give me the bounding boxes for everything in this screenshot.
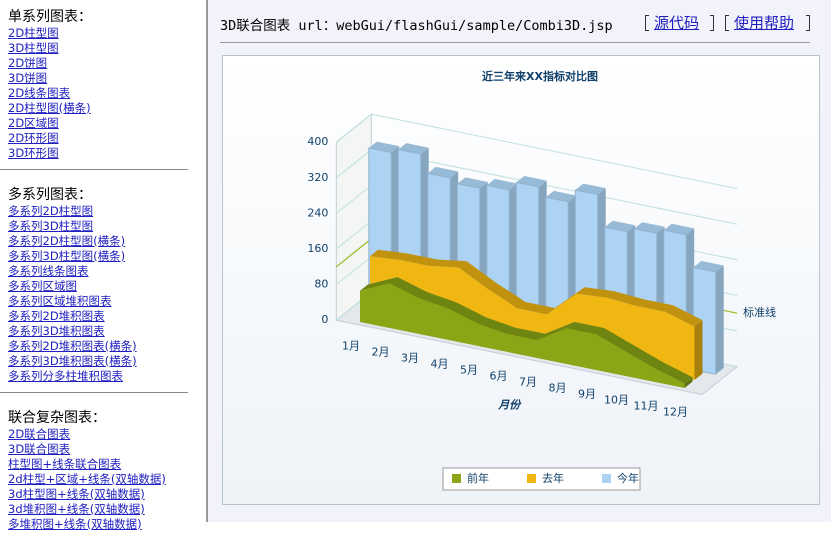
y-tick-label: 0 bbox=[321, 313, 328, 326]
x-tick-label: 1月 bbox=[342, 339, 360, 352]
nav-link[interactable]: 3D饼图 bbox=[8, 71, 48, 85]
section-title: 多系列图表： bbox=[8, 187, 92, 203]
sidebar: 单系列图表： 2D柱型图 3D柱型图 2D饼图 3D饼图 2D线条图表 2D柱型图(横条) 2… bbox=[0, 0, 208, 531]
nav-link[interactable]: 多堆积图+线条(双轴数据) bbox=[8, 517, 142, 531]
nav-section: 单系列图表： 2D柱型图 3D柱型图 2D饼图 3D饼图 2D线条图表 2D柱型图(横条) 2… bbox=[0, 0, 188, 170]
area-end bbox=[684, 377, 693, 388]
bar-top bbox=[663, 223, 695, 235]
bar-top bbox=[368, 141, 400, 153]
nav-link[interactable]: 2D柱型图(横条) bbox=[8, 101, 91, 115]
main: 3D联合图表 url：webGui/flashGui/sample/Combi3… bbox=[208, 0, 831, 522]
nav-link[interactable]: 多系列分多柱堆积图表 bbox=[8, 369, 123, 383]
x-tick-label: 6月 bbox=[490, 369, 508, 382]
nav-link[interactable]: 3d堆积图+线条(双轴数据) bbox=[8, 502, 145, 516]
nav-link[interactable]: 3D环形图 bbox=[8, 146, 59, 160]
nav-link[interactable]: 多系列3D柱型图 bbox=[8, 219, 94, 233]
legend-swatch bbox=[602, 474, 611, 483]
nav-link[interactable]: 多系列3D柱型图(横条) bbox=[8, 249, 126, 263]
reference-label: 标准线 bbox=[743, 305, 776, 319]
nav-link[interactable]: 多系列3D堆积图表(横条) bbox=[8, 354, 137, 368]
bar-top bbox=[545, 190, 577, 202]
x-axis-label: 月份 bbox=[497, 398, 522, 411]
y-tick-label: 160 bbox=[307, 242, 328, 255]
legend-label: 去年 bbox=[542, 471, 564, 485]
section-title: 单系列图表： bbox=[8, 9, 92, 25]
nav-link[interactable]: 多系列区域堆积图表 bbox=[8, 294, 112, 308]
bracket bbox=[710, 15, 714, 31]
nav-link[interactable]: 多系列线条图表 bbox=[8, 264, 89, 278]
nav-link[interactable]: 2D线条图表 bbox=[8, 86, 71, 100]
area-ridge bbox=[360, 277, 693, 384]
x-tick-label: 2月 bbox=[372, 345, 390, 358]
bar-side bbox=[715, 265, 724, 375]
legend-swatch bbox=[527, 474, 536, 483]
bracket bbox=[725, 15, 729, 31]
y-tick-label: 320 bbox=[307, 171, 328, 184]
legend-box bbox=[442, 467, 641, 491]
nav-link[interactable]: 2d柱型+区域+线条(双轴数据) bbox=[8, 472, 166, 486]
bar-top bbox=[634, 222, 665, 234]
nav-link[interactable]: 3D联合图表 bbox=[8, 442, 71, 456]
bar-top bbox=[486, 178, 518, 190]
nav-link[interactable]: 多系列区域图 bbox=[8, 279, 77, 293]
nav-link[interactable]: 多系列2D柱型图(横条) bbox=[8, 234, 126, 248]
bracket bbox=[806, 15, 810, 31]
nav-link[interactable]: 3D柱型图 bbox=[8, 41, 59, 55]
x-tick-label: 11月 bbox=[634, 399, 659, 412]
bar-side bbox=[538, 180, 547, 339]
bar-top bbox=[427, 166, 459, 178]
nav-link[interactable]: 2D区域图 bbox=[8, 116, 59, 130]
link[interactable]: 源代码 bbox=[654, 14, 700, 32]
nav-link[interactable]: 2D饼图 bbox=[8, 56, 48, 70]
nav-section: 多系列图表： 多系列2D柱型图 多系列3D柱型图 多系列2D柱型图(横条) 多系列3D柱… bbox=[0, 178, 188, 393]
y-tick-label: 80 bbox=[314, 278, 328, 291]
x-tick-label: 5月 bbox=[460, 363, 478, 376]
x-tick-label: 10月 bbox=[604, 393, 629, 406]
area-ridge bbox=[370, 249, 703, 327]
area-end bbox=[694, 320, 703, 380]
nav-section: 联合复杂图表： 2D联合图表 3D联合图表 柱型图+线条联合图表 2d柱型+区域+线条(… bbox=[0, 401, 188, 540]
nav-link[interactable]: 2D联合图表 bbox=[8, 427, 71, 441]
y-tick-label: 400 bbox=[307, 135, 328, 148]
header-title: 3D联合图表 url：webGui/flashGui/sample/Combi3… bbox=[220, 18, 613, 34]
legend-swatch bbox=[452, 474, 461, 483]
nav-link[interactable]: 多系列2D柱型图 bbox=[8, 204, 94, 218]
legend-label: 今年 bbox=[617, 471, 639, 485]
bar-top bbox=[575, 183, 606, 195]
section-title: 联合复杂图表： bbox=[8, 410, 106, 426]
bar-top bbox=[693, 261, 724, 272]
area bbox=[360, 283, 685, 388]
grid-line bbox=[335, 113, 738, 190]
header: 3D联合图表 url：webGui/flashGui/sample/Combi3… bbox=[220, 10, 810, 43]
nav-link[interactable]: 多系列2D堆积图表(横条) bbox=[8, 339, 137, 353]
x-tick-label: 4月 bbox=[431, 357, 449, 370]
chart-title: 近三年来XX指标对比图 bbox=[482, 69, 598, 83]
nav-link[interactable]: 柱型图+线条联合图表 bbox=[8, 457, 122, 471]
bar-top bbox=[516, 176, 547, 187]
legend-label: 前年 bbox=[467, 471, 489, 485]
nav-link[interactable]: 多系列3D堆积图表 bbox=[8, 324, 105, 338]
nav-link[interactable]: 2D环形图 bbox=[8, 131, 59, 145]
x-tick-label: 12月 bbox=[663, 405, 688, 418]
x-tick-label: 3月 bbox=[401, 351, 419, 364]
x-tick-label: 8月 bbox=[549, 381, 567, 394]
bracket bbox=[645, 15, 649, 31]
link[interactable]: 使用帮助 bbox=[734, 14, 795, 32]
y-tick-label: 240 bbox=[307, 206, 328, 219]
nav-link[interactable]: 多系列2D堆积图表 bbox=[8, 309, 105, 323]
x-tick-label: 7月 bbox=[519, 375, 537, 388]
chart: 近三年来XX指标对比图 0 80 160 240 320 400 标准线 1月 2月 3月 4月 5月… bbox=[222, 55, 820, 505]
bar-top bbox=[604, 220, 636, 232]
x-tick-label: 9月 bbox=[578, 387, 596, 400]
nav-link[interactable]: 2D柱型图 bbox=[8, 26, 59, 40]
bar-top bbox=[457, 177, 488, 189]
bar-top bbox=[398, 143, 429, 155]
nav-link[interactable]: 3d柱型图+线条(双轴数据) bbox=[8, 487, 145, 501]
